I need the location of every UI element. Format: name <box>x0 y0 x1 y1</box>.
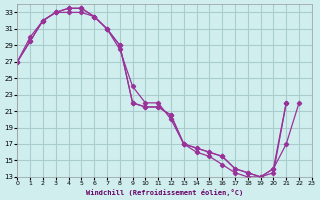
X-axis label: Windchill (Refroidissement éolien,°C): Windchill (Refroidissement éolien,°C) <box>86 189 243 196</box>
